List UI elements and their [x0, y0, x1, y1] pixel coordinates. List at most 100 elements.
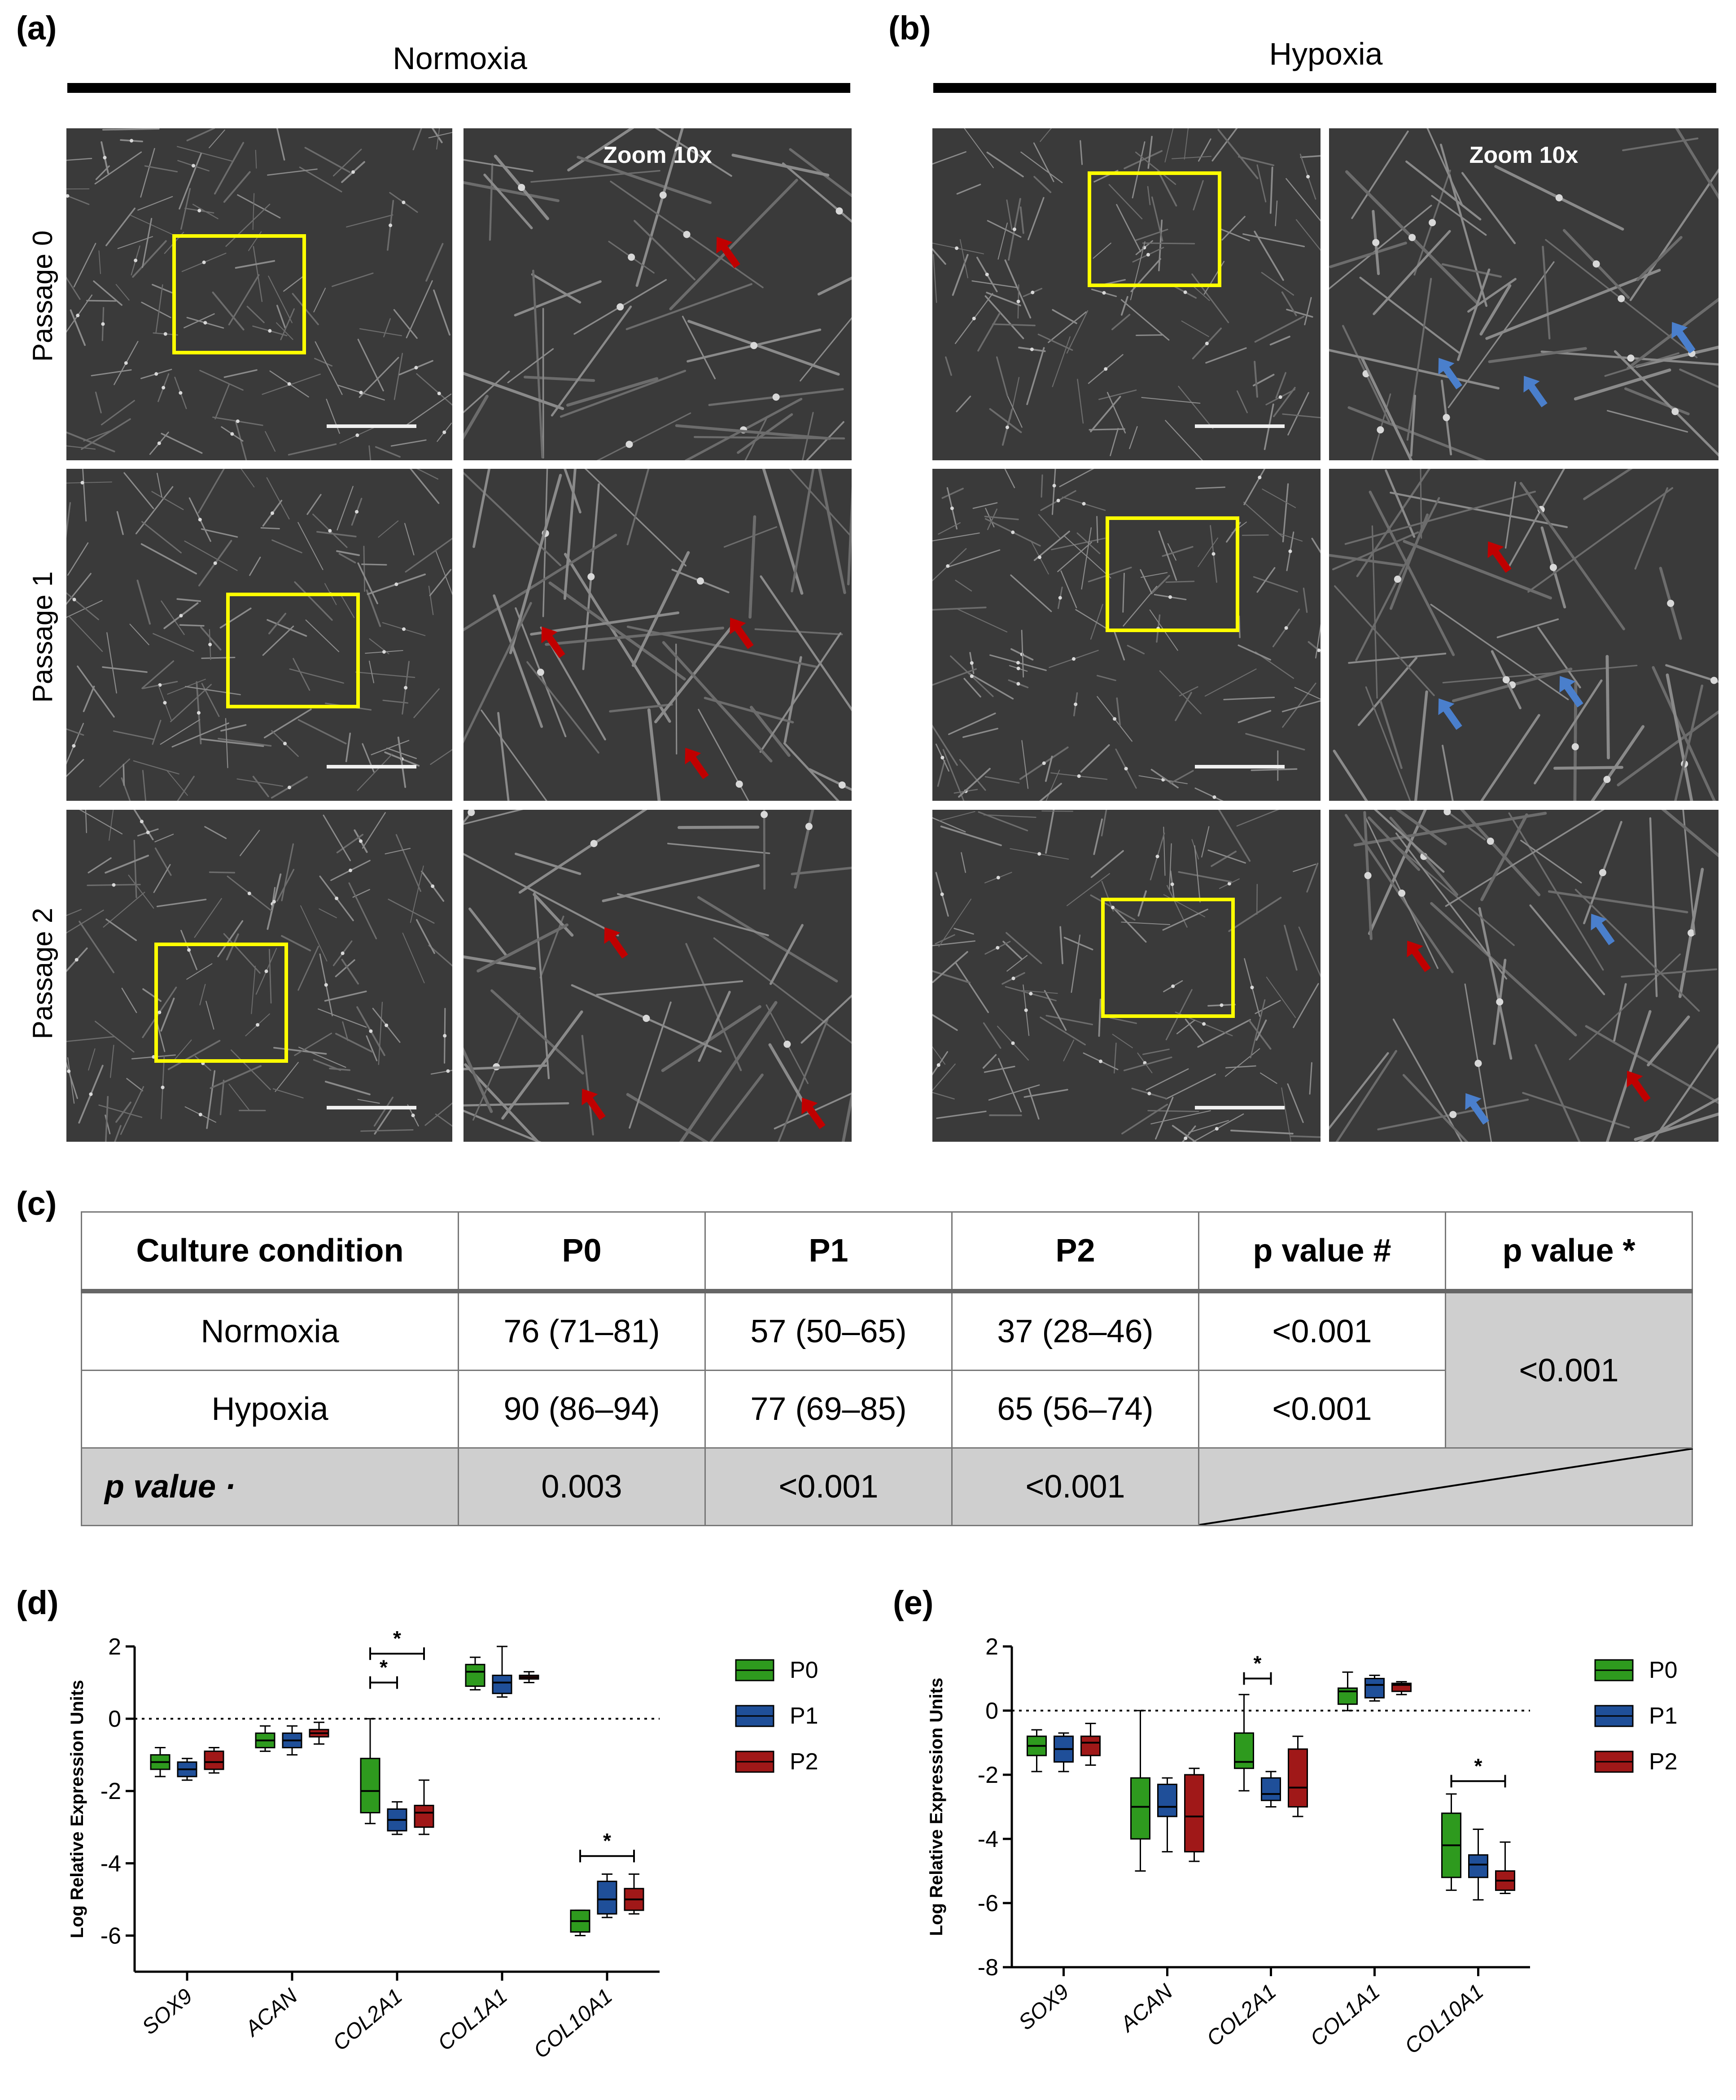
- cell-shape: [759, 632, 842, 753]
- y-tick-label: -8: [978, 1955, 998, 1981]
- significance-star: *: [393, 1627, 401, 1650]
- cell-shape: [359, 328, 402, 336]
- cell-shape: [1021, 740, 1029, 789]
- cell-shape: [1266, 977, 1296, 1018]
- cell-shape: [1261, 272, 1294, 296]
- cell-shape: [305, 619, 340, 652]
- cell-shape: [791, 469, 815, 593]
- cell-shape: [1508, 812, 1604, 971]
- cell-shape: [984, 1065, 1015, 1073]
- scale-bar: [1195, 765, 1285, 768]
- cell-p0: 76 (71–81): [458, 1290, 706, 1371]
- cell-shape: [626, 1093, 709, 1142]
- cell-shape: [617, 893, 769, 936]
- cell-shape: [1306, 863, 1319, 893]
- cell-shape: [959, 759, 986, 791]
- cell-shape: [1028, 1087, 1040, 1120]
- cell-shape: [283, 276, 303, 292]
- cell-shape: [153, 864, 171, 893]
- cell-shape: [313, 288, 326, 313]
- cell-nucleus: [1258, 476, 1262, 480]
- cell-shape: [337, 486, 354, 531]
- cell-shape: [1045, 1015, 1093, 1026]
- cell-shape: [431, 128, 443, 144]
- cell-nucleus: [202, 260, 206, 264]
- cell-shape: [106, 632, 117, 694]
- legend-label: P2: [1649, 1749, 1678, 1775]
- cell-shape: [1116, 204, 1141, 253]
- cell-shape: [841, 1090, 852, 1142]
- cell-shape: [1080, 140, 1083, 165]
- cell-shape: [348, 882, 377, 939]
- cell-shape: [1480, 813, 1528, 901]
- cell-nucleus: [385, 1023, 389, 1027]
- cell-shape: [235, 260, 275, 269]
- cell-shape: [253, 246, 263, 302]
- cell-shape: [1583, 469, 1633, 500]
- cell-shape: [1281, 291, 1297, 316]
- cell-nucleus: [955, 246, 959, 250]
- cell-shape: [199, 984, 206, 1006]
- cell-shape: [406, 280, 433, 339]
- roi-box: [154, 943, 288, 1063]
- cell-shape: [355, 671, 415, 678]
- cell-shape: [1045, 810, 1055, 854]
- cell-shape: [395, 834, 421, 892]
- cell-shape: [388, 899, 435, 924]
- cell-shape: [1442, 664, 1638, 684]
- cell-shape: [1479, 284, 1512, 336]
- y-tick-label: 0: [108, 1706, 121, 1732]
- cell-shape: [1334, 585, 1435, 696]
- cell-shape: [1033, 176, 1052, 193]
- cell-shape: [1140, 569, 1153, 594]
- cell-nucleus: [213, 561, 217, 565]
- cell-shape: [1066, 873, 1110, 906]
- cell-shape: [530, 170, 660, 183]
- cell-shape: [1181, 320, 1209, 337]
- cell-shape: [93, 280, 122, 306]
- cell-shape: [142, 770, 147, 801]
- cell-shape: [1368, 810, 1427, 935]
- cell-shape: [940, 825, 1002, 847]
- cell-shape: [404, 523, 415, 556]
- cell-nucleus: [359, 391, 363, 395]
- cell-shape: [748, 515, 756, 619]
- cell-nucleus: [772, 393, 780, 401]
- cell-shape: [83, 685, 95, 712]
- cell-shape: [246, 306, 265, 323]
- cell-shape: [1004, 259, 1032, 319]
- cell-shape: [464, 159, 533, 172]
- cell-nucleus: [341, 951, 345, 955]
- cell-shape: [1204, 668, 1257, 697]
- cell-nucleus: [1443, 414, 1450, 421]
- cell-shape: [1636, 236, 1683, 281]
- cell-shape: [1123, 1057, 1172, 1071]
- cell-shape: [335, 959, 355, 978]
- cell-shape: [1627, 297, 1719, 370]
- cell-shape: [1335, 1050, 1398, 1142]
- cell-shape: [435, 550, 452, 595]
- box-p1: [597, 1881, 617, 1915]
- cell-shape: [763, 810, 766, 890]
- p-value-row: p value · 0.003 <0.001 <0.001: [81, 1447, 1693, 1526]
- cell-shape: [1238, 644, 1271, 661]
- cell-shape: [317, 1008, 367, 1028]
- cell-p1: 57 (50–65): [704, 1290, 953, 1371]
- cell-shape: [1112, 1034, 1133, 1048]
- cell-shape: [977, 312, 1001, 352]
- cell-shape: [1574, 368, 1671, 401]
- cell-shape: [105, 1096, 109, 1142]
- cell-shape: [464, 371, 564, 410]
- cell-shape: [1081, 527, 1092, 590]
- cell-nucleus: [1502, 676, 1510, 684]
- significance-star: *: [380, 1656, 388, 1679]
- cell-shape: [932, 817, 966, 833]
- diagonal-line: [1199, 1449, 1693, 1525]
- cell-shape: [1225, 1065, 1256, 1069]
- cell-shape: [1218, 810, 1251, 862]
- cell-nucleus: [355, 510, 359, 514]
- cell-shape: [241, 469, 255, 488]
- cell-shape: [1026, 347, 1045, 405]
- cell-nucleus: [66, 194, 70, 198]
- cell-shape: [464, 810, 524, 825]
